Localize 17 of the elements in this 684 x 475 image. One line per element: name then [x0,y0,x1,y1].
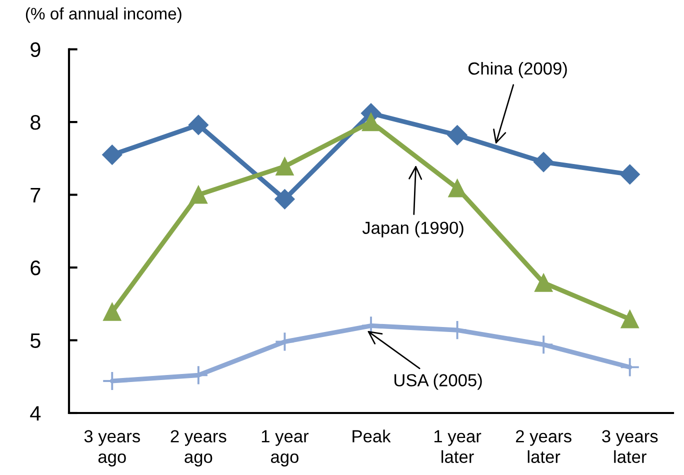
series-label: Japan (1990) [362,221,464,238]
y-tick-label: 6 [30,260,40,276]
x-tick-label: 2 years ago [170,430,226,466]
x-tick-label: 1 year ago [262,430,309,466]
y-tick-label: 5 [30,333,40,348]
y-axis-title: (% of annual income) [26,7,182,23]
x-tick-label: 3 years ago [84,430,140,466]
y-tick-label: 7 [30,188,40,202]
y-tick-label: 8 [30,115,40,130]
x-tick-label: 3 years later [602,430,658,464]
text: USA (2005) [394,374,482,390]
text: China (2009) [468,62,567,78]
x-tick-label: 2 years later [516,430,572,464]
x-tick-label: Peak [352,430,391,442]
y-tick-label: 4 [30,406,41,421]
y-tick-label: 9 [30,42,40,58]
x-tick-label: 1 year later [434,430,482,464]
